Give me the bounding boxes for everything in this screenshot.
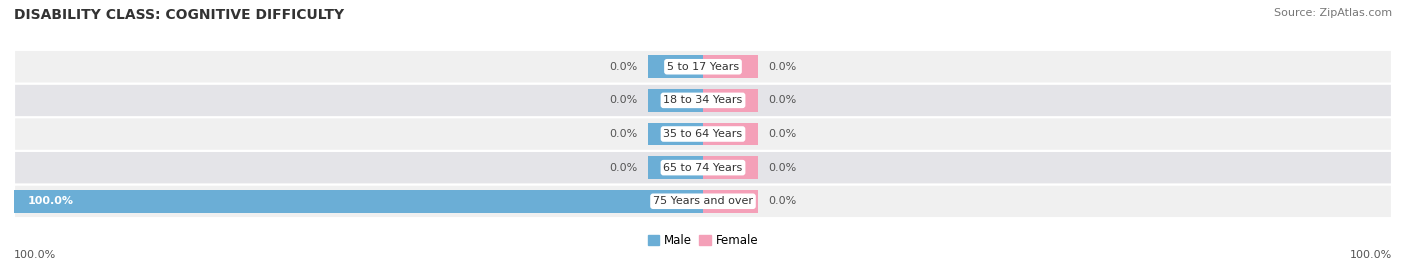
- Text: DISABILITY CLASS: COGNITIVE DIFFICULTY: DISABILITY CLASS: COGNITIVE DIFFICULTY: [14, 8, 344, 22]
- Bar: [648, 55, 703, 78]
- Bar: [14, 190, 703, 213]
- Text: 0.0%: 0.0%: [769, 163, 797, 173]
- FancyBboxPatch shape: [14, 184, 1392, 218]
- Bar: [648, 156, 703, 179]
- Bar: [703, 55, 758, 78]
- FancyBboxPatch shape: [14, 84, 1392, 117]
- Bar: [648, 89, 703, 112]
- Text: 0.0%: 0.0%: [609, 95, 637, 105]
- Text: 65 to 74 Years: 65 to 74 Years: [664, 163, 742, 173]
- Text: 100.0%: 100.0%: [14, 250, 56, 260]
- Text: 0.0%: 0.0%: [769, 129, 797, 139]
- Text: 0.0%: 0.0%: [609, 129, 637, 139]
- Text: 100.0%: 100.0%: [1350, 250, 1392, 260]
- Text: 18 to 34 Years: 18 to 34 Years: [664, 95, 742, 105]
- Bar: [703, 156, 758, 179]
- Legend: Male, Female: Male, Female: [643, 229, 763, 252]
- Text: 75 Years and over: 75 Years and over: [652, 196, 754, 206]
- Text: 0.0%: 0.0%: [609, 163, 637, 173]
- FancyBboxPatch shape: [14, 151, 1392, 184]
- Bar: [703, 122, 758, 146]
- FancyBboxPatch shape: [14, 117, 1392, 151]
- Bar: [703, 89, 758, 112]
- Text: 100.0%: 100.0%: [28, 196, 75, 206]
- Text: 5 to 17 Years: 5 to 17 Years: [666, 62, 740, 72]
- Text: 0.0%: 0.0%: [769, 62, 797, 72]
- FancyBboxPatch shape: [14, 50, 1392, 84]
- Text: 0.0%: 0.0%: [769, 95, 797, 105]
- Text: 35 to 64 Years: 35 to 64 Years: [664, 129, 742, 139]
- Text: Source: ZipAtlas.com: Source: ZipAtlas.com: [1274, 8, 1392, 18]
- Bar: [703, 190, 758, 213]
- Bar: [648, 122, 703, 146]
- Text: 0.0%: 0.0%: [609, 62, 637, 72]
- Text: 0.0%: 0.0%: [769, 196, 797, 206]
